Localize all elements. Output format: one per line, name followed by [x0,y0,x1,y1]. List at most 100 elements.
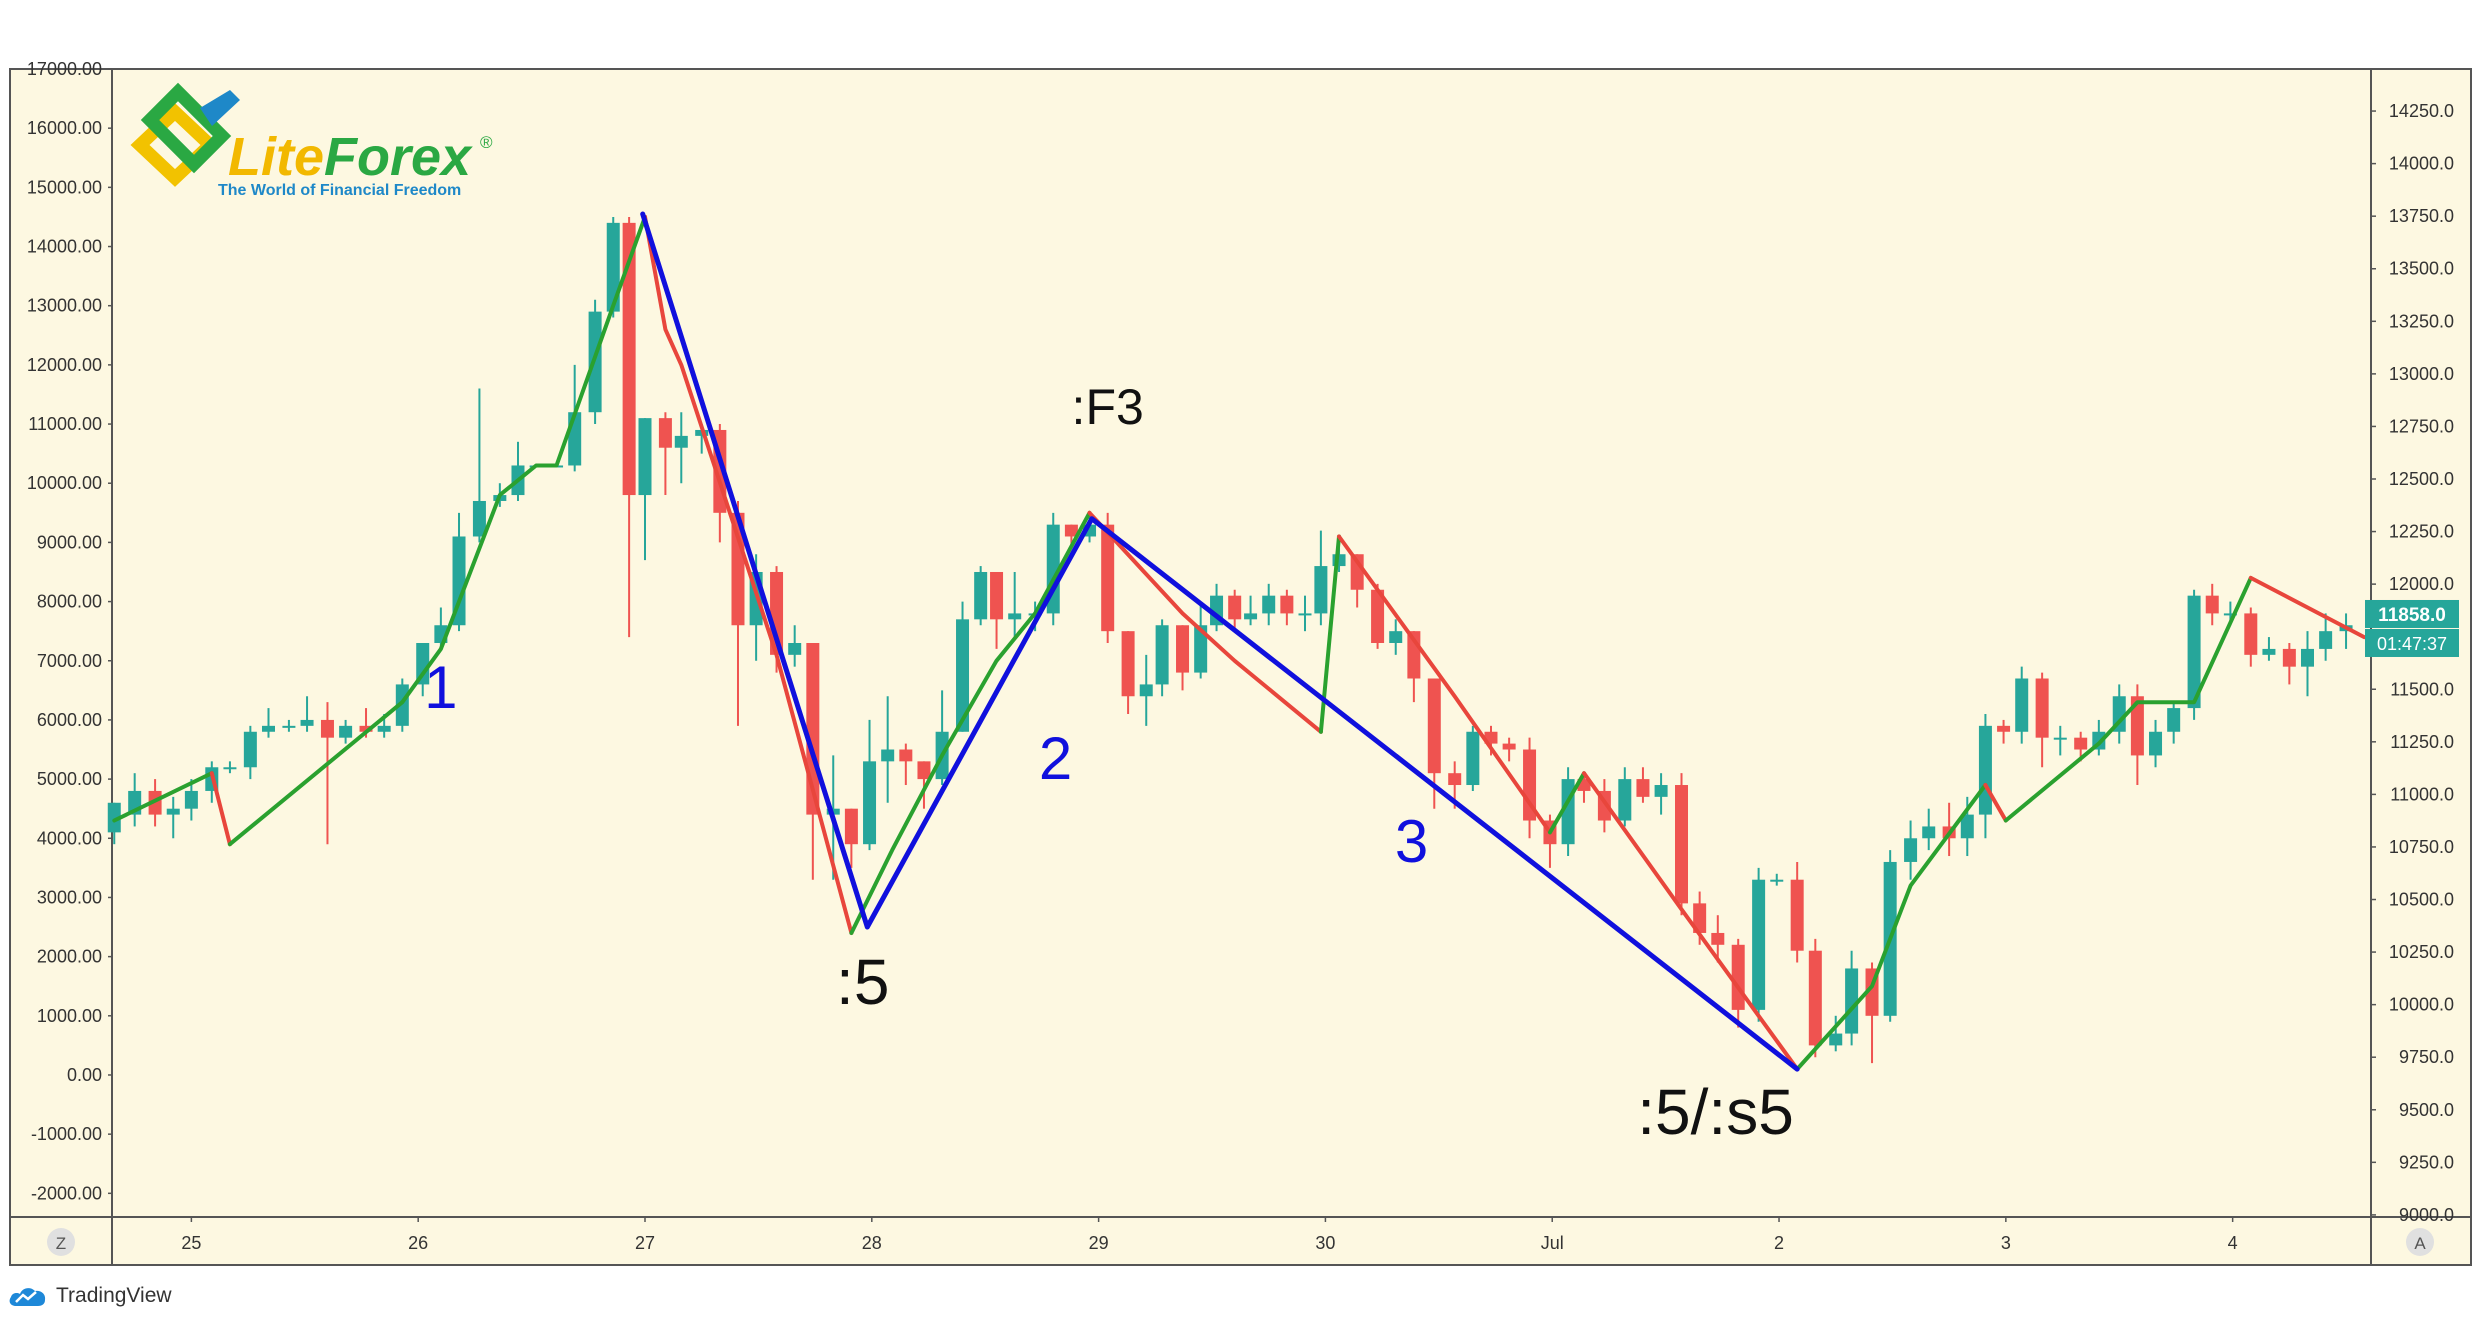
candle-body [1101,524,1115,632]
left-axis-tick-label: 12000.00 [27,355,102,375]
candle-body [2282,648,2296,667]
candle-body [166,808,180,815]
candle-body [243,731,257,768]
left-axis-tick-label: 9000.00 [37,532,102,552]
left-axis-tick-label: -1000.00 [31,1124,102,1144]
candle-body [1922,826,1936,839]
left-axis-panel[interactable] [10,69,112,1217]
chart-frame [9,68,2472,1266]
candle-body [416,643,430,685]
zigzag-indicator [112,214,2367,1072]
candle-body [2167,708,2181,732]
logo-mark-green [140,82,232,174]
candle-body [974,571,988,620]
candle-body [1121,631,1135,697]
zigzag-segment [1582,771,1800,1072]
wave-label: :5/:s5 [1637,1076,1794,1148]
right-axis-tick-label: 9250.0 [2399,1152,2454,1172]
scale-left-button-label: Z [56,1234,66,1253]
x-axis-tick-label: 28 [862,1233,882,1253]
right-axis-tick-label: 10000.0 [2389,995,2454,1015]
auto-scale-button[interactable]: A [2406,1228,2434,1256]
wave-label: :5 [836,946,889,1018]
candle-body [1280,595,1294,614]
candle-body [1675,785,1689,904]
candle-body [788,643,802,655]
right-axis-tick-label: 13000.0 [2389,364,2454,384]
wave-label: 2 [1039,725,1072,792]
candle-body [1654,785,1668,797]
x-axis-tick-label: 2 [1774,1233,1784,1253]
zigzag-segment [1983,783,2008,823]
candle-body [1502,743,1516,750]
candle-body [1636,779,1650,797]
price-tag-box [2365,599,2459,628]
candle-body [1808,950,1822,1046]
candle-body [622,222,636,496]
tradingview-brand[interactable]: TradingView [8,1281,172,1311]
left-axis-tick-label: 3000.00 [37,887,102,907]
candle-body [282,725,296,728]
right-axis-tick-label: 11250.0 [2390,732,2454,752]
left-axis-tick-label: 13000.00 [27,296,102,316]
candle-body [658,418,672,448]
left-axis-tick-label: 2000.00 [37,947,102,967]
candle-body [1427,678,1441,774]
candle-body [1484,731,1498,744]
candle-body [223,767,237,770]
logo-wordmark: LiteForex [228,127,473,187]
candle-body [1176,625,1190,673]
logo-forex: Forex [324,127,473,187]
wave-label: 1 [424,654,457,721]
liteforex-logo-mark [130,82,240,187]
zigzag-segment [643,214,854,935]
candle-body [1523,749,1537,821]
auto-scale-button-label: A [2414,1234,2426,1253]
right-axis-tick-label: 9000.0 [2399,1205,2454,1225]
candle-body [261,725,275,732]
candle-body [1731,944,1745,1010]
left-axis-tick-label: 16000.00 [27,118,102,138]
left-axis-tick-label: 5000.00 [37,769,102,789]
bottom-axis-panel[interactable] [10,1217,2471,1265]
right-axis-tick-label: 9750.0 [2399,1047,2454,1067]
candle-body [1262,595,1276,614]
left-axis-tick-label: 4000.00 [37,828,102,848]
right-axis-tick-label: 12750.0 [2389,416,2454,436]
candle-body [2300,648,2314,667]
candle-body [1155,625,1169,685]
candle-body [1829,1033,1843,1046]
plot-area[interactable] [112,69,2371,1217]
candle-body [339,725,353,738]
candle-body [1997,725,2011,732]
candle-body [863,761,877,845]
current-price-tag: 11858.0 01:47:37 [2365,599,2459,657]
zigzag-segment [1087,510,1323,734]
left-axis-tick-label: 10000.00 [27,473,102,493]
price-tag-value: 11858.0 [2378,605,2446,626]
candle-body [1960,814,1974,839]
candle-body [1845,968,1859,1034]
candle-body [2262,648,2276,655]
x-axis-tick-label: 29 [1089,1233,1109,1253]
tradingview-label: TradingView [56,1284,172,1307]
countdown-tag-box [2365,628,2459,657]
candle-body [1083,524,1097,537]
candle-body [1332,554,1346,567]
candle-body [107,802,121,833]
scale-left-button[interactable]: Z [47,1228,75,1256]
time-axis: 25 26 27 28 29 30 Jul 2 3 4 [181,1217,2238,1253]
x-axis-tick-label: Jul [1541,1233,1564,1253]
candle-body [1978,725,1992,815]
right-axis-tick-label: 12000.0 [2389,574,2454,594]
zigzag-segment [2248,575,2367,640]
right-axis-tick-label: 11500.0 [2390,679,2454,699]
wave-polyline [640,211,1800,1072]
candle-body [1194,625,1208,673]
zigzag-segment [1337,534,1552,835]
candle-body [844,808,858,845]
candle-body [1244,613,1258,620]
candle-body [638,418,652,496]
candle-body [184,790,198,809]
